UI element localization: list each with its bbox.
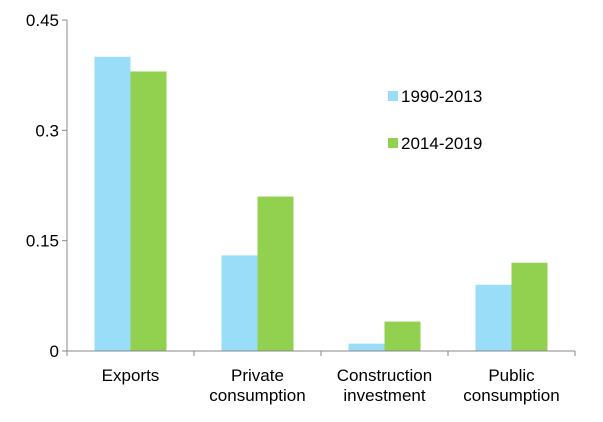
legend-swatch — [388, 91, 398, 101]
legend-label: 1990-2013 — [401, 87, 482, 106]
bar-2014-2019-1 — [257, 196, 294, 351]
x-tick-label: Private — [231, 366, 284, 385]
x-tick-label: Public — [488, 366, 535, 385]
bar-1990-2013-1 — [221, 255, 258, 351]
x-tick-label: consumption — [209, 386, 305, 405]
y-tick-label: 0 — [50, 342, 59, 361]
bar-2014-2019-0 — [130, 71, 167, 351]
bar-1990-2013-3 — [475, 284, 512, 351]
y-tick-label: 0.3 — [35, 121, 59, 140]
legend: 1990-2013 2014-2019 — [388, 87, 482, 153]
bars — [94, 56, 548, 352]
legend-swatch — [388, 138, 398, 148]
y-tick-label: 0.45 — [26, 11, 59, 30]
x-tick-label: consumption — [463, 386, 559, 405]
bar-1990-2013-0 — [94, 56, 131, 352]
bar-2014-2019-2 — [384, 321, 421, 351]
x-tick-label: investment — [343, 386, 425, 405]
y-tick-label: 0.15 — [26, 232, 59, 251]
bar-1990-2013-2 — [348, 343, 385, 351]
legend-label: 2014-2019 — [401, 134, 482, 153]
bar-2014-2019-3 — [511, 262, 548, 351]
x-tick-label: Construction — [337, 366, 432, 385]
x-tick-label: Exports — [102, 366, 160, 385]
